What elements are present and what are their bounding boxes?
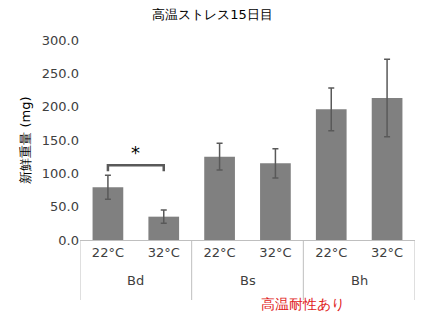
svg-text:22°C: 22°C xyxy=(204,245,236,260)
svg-text:Bh: Bh xyxy=(351,273,368,288)
svg-text:200.0: 200.0 xyxy=(42,99,79,114)
svg-text:250.0: 250.0 xyxy=(42,66,79,81)
svg-text:Bs: Bs xyxy=(240,273,256,288)
svg-text:新鮮重量 (mg): 新鮮重量 (mg) xyxy=(18,96,33,183)
svg-text:150.0: 150.0 xyxy=(42,133,79,148)
svg-text:22°C: 22°C xyxy=(92,245,124,260)
svg-text:0.0: 0.0 xyxy=(58,233,79,248)
svg-text:50.0: 50.0 xyxy=(50,199,79,214)
svg-text:32°C: 32°C xyxy=(148,245,180,260)
svg-text:32°C: 32°C xyxy=(259,245,291,260)
svg-text:300.0: 300.0 xyxy=(42,33,79,48)
svg-text:100.0: 100.0 xyxy=(42,166,79,181)
svg-text:高温耐性あり: 高温耐性あり xyxy=(261,296,345,312)
svg-text:32°C: 32°C xyxy=(371,245,403,260)
svg-text:Bd: Bd xyxy=(127,273,144,288)
svg-text:22°C: 22°C xyxy=(315,245,347,260)
svg-text:高温ストレス15日目: 高温ストレス15日目 xyxy=(152,7,273,22)
svg-text:*: * xyxy=(131,142,140,163)
